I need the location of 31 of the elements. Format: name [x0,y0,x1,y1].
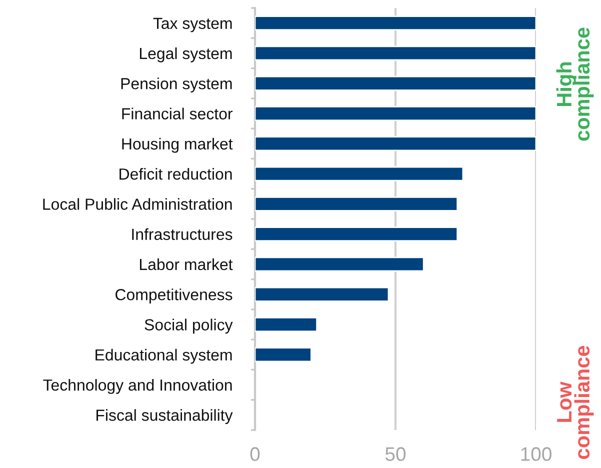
bar [255,16,536,31]
y-tick-label: Technology and Innovation [43,379,232,394]
y-tick-label: Housing market [122,138,233,153]
y-tick-label: Fiscal sustainability [96,409,233,424]
y-tick-label: Labor market [140,258,233,270]
y-tick-label: Competitiveness [116,288,232,304]
bar [255,256,424,272]
bar [255,317,318,332]
bar [255,76,536,91]
bar [255,286,390,302]
bar [255,166,464,182]
x-tick-label: 50 [385,447,406,461]
y-tick-label: Local Public Administration [43,198,232,210]
x-tick-label: 0 [250,447,260,461]
bar [255,196,458,212]
y-tick-label: Educational system [96,348,232,364]
bar [255,106,536,121]
bar [255,226,458,242]
y-tick-label: Pension system [121,78,232,92]
bar [255,347,312,362]
y-tick-label: Deficit reduction [120,168,232,180]
x-tick-label: 100 [521,447,552,461]
text: Low compliance [557,346,594,459]
y-tick-label: Social policy [144,318,233,334]
y-tick-label: Tax system [153,18,232,32]
y-tick-label: Financial sector [122,108,233,120]
y-tick-label: Infrastructures [132,228,232,240]
bar [255,136,536,152]
bar [255,46,536,61]
y-tick-label: Legal system [140,47,232,62]
text: High compliance [556,28,594,141]
